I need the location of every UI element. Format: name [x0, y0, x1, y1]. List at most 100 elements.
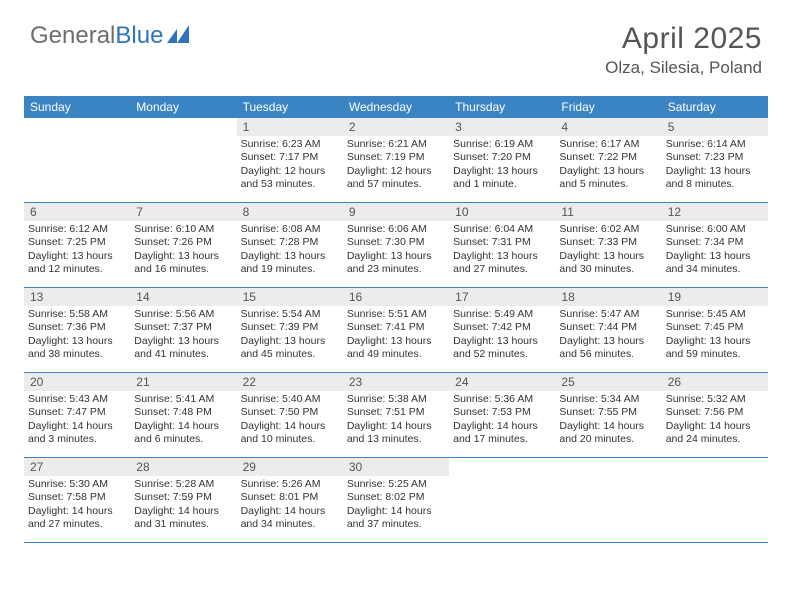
sunset-text: Sunset: 7:48 PM — [134, 406, 232, 419]
sunrise-text: Sunrise: 6:00 AM — [666, 223, 764, 236]
brand-blue: Blue — [115, 22, 163, 49]
day-details: Sunrise: 6:19 AMSunset: 7:20 PMDaylight:… — [449, 136, 555, 194]
day-details: Sunrise: 6:17 AMSunset: 7:22 PMDaylight:… — [555, 136, 661, 194]
sunrise-text: Sunrise: 6:14 AM — [666, 138, 764, 151]
calendar-cell: 24Sunrise: 5:36 AMSunset: 7:53 PMDayligh… — [449, 373, 555, 457]
day-number: 17 — [449, 288, 555, 306]
calendar-cell — [130, 118, 236, 202]
sunset-text: Sunset: 7:28 PM — [241, 236, 339, 249]
sunrise-text: Sunrise: 5:28 AM — [134, 478, 232, 491]
day-number: 25 — [555, 373, 661, 391]
calendar-cell — [449, 458, 555, 542]
sunrise-text: Sunrise: 6:02 AM — [559, 223, 657, 236]
weekday-header: Monday — [130, 96, 236, 118]
day-details: Sunrise: 5:30 AMSunset: 7:58 PMDaylight:… — [24, 476, 130, 534]
daylight-text: Daylight: 13 hours and 45 minutes. — [241, 335, 339, 362]
sunrise-text: Sunrise: 6:17 AM — [559, 138, 657, 151]
day-number: 15 — [237, 288, 343, 306]
sunrise-text: Sunrise: 5:25 AM — [347, 478, 445, 491]
weekday-header: Sunday — [24, 96, 130, 118]
sunrise-text: Sunrise: 5:43 AM — [28, 393, 126, 406]
calendar-cell: 16Sunrise: 5:51 AMSunset: 7:41 PMDayligh… — [343, 288, 449, 372]
page-header: GeneralBlue April 2025 Olza, Silesia, Po… — [0, 0, 792, 88]
calendar-cell: 12Sunrise: 6:00 AMSunset: 7:34 PMDayligh… — [662, 203, 768, 287]
daylight-text: Daylight: 13 hours and 16 minutes. — [134, 250, 232, 277]
day-details: Sunrise: 6:02 AMSunset: 7:33 PMDaylight:… — [555, 221, 661, 279]
calendar-week: 13Sunrise: 5:58 AMSunset: 7:36 PMDayligh… — [24, 288, 768, 373]
day-details: Sunrise: 6:04 AMSunset: 7:31 PMDaylight:… — [449, 221, 555, 279]
day-details: Sunrise: 6:12 AMSunset: 7:25 PMDaylight:… — [24, 221, 130, 279]
sunrise-text: Sunrise: 5:49 AM — [453, 308, 551, 321]
day-details: Sunrise: 5:38 AMSunset: 7:51 PMDaylight:… — [343, 391, 449, 449]
day-details: Sunrise: 5:47 AMSunset: 7:44 PMDaylight:… — [555, 306, 661, 364]
sunrise-text: Sunrise: 6:23 AM — [241, 138, 339, 151]
sunset-text: Sunset: 7:53 PM — [453, 406, 551, 419]
day-details: Sunrise: 5:40 AMSunset: 7:50 PMDaylight:… — [237, 391, 343, 449]
day-details: Sunrise: 5:36 AMSunset: 7:53 PMDaylight:… — [449, 391, 555, 449]
sunset-text: Sunset: 7:56 PM — [666, 406, 764, 419]
sunrise-text: Sunrise: 5:34 AM — [559, 393, 657, 406]
calendar-cell: 11Sunrise: 6:02 AMSunset: 7:33 PMDayligh… — [555, 203, 661, 287]
sunrise-text: Sunrise: 5:45 AM — [666, 308, 764, 321]
weekday-header: Tuesday — [237, 96, 343, 118]
sunrise-text: Sunrise: 5:32 AM — [666, 393, 764, 406]
day-number: 24 — [449, 373, 555, 391]
calendar-cell: 20Sunrise: 5:43 AMSunset: 7:47 PMDayligh… — [24, 373, 130, 457]
sunset-text: Sunset: 7:59 PM — [134, 491, 232, 504]
sunrise-text: Sunrise: 5:30 AM — [28, 478, 126, 491]
day-number: 4 — [555, 118, 661, 136]
calendar-cell: 22Sunrise: 5:40 AMSunset: 7:50 PMDayligh… — [237, 373, 343, 457]
daylight-text: Daylight: 13 hours and 5 minutes. — [559, 165, 657, 192]
day-number: 8 — [237, 203, 343, 221]
sunset-text: Sunset: 7:30 PM — [347, 236, 445, 249]
calendar-cell: 1Sunrise: 6:23 AMSunset: 7:17 PMDaylight… — [237, 118, 343, 202]
sunset-text: Sunset: 7:26 PM — [134, 236, 232, 249]
calendar-cell: 4Sunrise: 6:17 AMSunset: 7:22 PMDaylight… — [555, 118, 661, 202]
sunset-text: Sunset: 7:44 PM — [559, 321, 657, 334]
sunrise-text: Sunrise: 5:41 AM — [134, 393, 232, 406]
calendar-cell: 13Sunrise: 5:58 AMSunset: 7:36 PMDayligh… — [24, 288, 130, 372]
calendar-week: 20Sunrise: 5:43 AMSunset: 7:47 PMDayligh… — [24, 373, 768, 458]
sunset-text: Sunset: 7:34 PM — [666, 236, 764, 249]
daylight-text: Daylight: 13 hours and 12 minutes. — [28, 250, 126, 277]
day-details: Sunrise: 5:45 AMSunset: 7:45 PMDaylight:… — [662, 306, 768, 364]
month-title: April 2025 — [605, 22, 762, 56]
sunset-text: Sunset: 7:55 PM — [559, 406, 657, 419]
weekday-header: Thursday — [449, 96, 555, 118]
sunrise-text: Sunrise: 6:21 AM — [347, 138, 445, 151]
daylight-text: Daylight: 13 hours and 23 minutes. — [347, 250, 445, 277]
sunset-text: Sunset: 7:45 PM — [666, 321, 764, 334]
sunrise-text: Sunrise: 5:56 AM — [134, 308, 232, 321]
calendar-cell: 9Sunrise: 6:06 AMSunset: 7:30 PMDaylight… — [343, 203, 449, 287]
sunrise-text: Sunrise: 6:08 AM — [241, 223, 339, 236]
calendar-week: 27Sunrise: 5:30 AMSunset: 7:58 PMDayligh… — [24, 458, 768, 543]
sunrise-text: Sunrise: 5:40 AM — [241, 393, 339, 406]
calendar-cell: 10Sunrise: 6:04 AMSunset: 7:31 PMDayligh… — [449, 203, 555, 287]
day-number: 2 — [343, 118, 449, 136]
calendar-cell: 18Sunrise: 5:47 AMSunset: 7:44 PMDayligh… — [555, 288, 661, 372]
calendar-cell: 26Sunrise: 5:32 AMSunset: 7:56 PMDayligh… — [662, 373, 768, 457]
daylight-text: Daylight: 14 hours and 27 minutes. — [28, 505, 126, 532]
day-details: Sunrise: 5:32 AMSunset: 7:56 PMDaylight:… — [662, 391, 768, 449]
brand-logo: GeneralBlue — [30, 22, 193, 50]
sunrise-text: Sunrise: 5:47 AM — [559, 308, 657, 321]
day-details: Sunrise: 6:00 AMSunset: 7:34 PMDaylight:… — [662, 221, 768, 279]
day-details: Sunrise: 5:28 AMSunset: 7:59 PMDaylight:… — [130, 476, 236, 534]
day-details: Sunrise: 5:43 AMSunset: 7:47 PMDaylight:… — [24, 391, 130, 449]
day-number: 18 — [555, 288, 661, 306]
calendar-cell: 30Sunrise: 5:25 AMSunset: 8:02 PMDayligh… — [343, 458, 449, 542]
sunrise-text: Sunrise: 6:04 AM — [453, 223, 551, 236]
sunrise-text: Sunrise: 5:26 AM — [241, 478, 339, 491]
day-number: 6 — [24, 203, 130, 221]
sunrise-text: Sunrise: 6:10 AM — [134, 223, 232, 236]
sunset-text: Sunset: 8:01 PM — [241, 491, 339, 504]
day-number: 1 — [237, 118, 343, 136]
daylight-text: Daylight: 14 hours and 10 minutes. — [241, 420, 339, 447]
sunrise-text: Sunrise: 5:54 AM — [241, 308, 339, 321]
day-number: 20 — [24, 373, 130, 391]
day-details: Sunrise: 5:51 AMSunset: 7:41 PMDaylight:… — [343, 306, 449, 364]
calendar-week: 1Sunrise: 6:23 AMSunset: 7:17 PMDaylight… — [24, 118, 768, 203]
calendar-cell: 3Sunrise: 6:19 AMSunset: 7:20 PMDaylight… — [449, 118, 555, 202]
daylight-text: Daylight: 13 hours and 59 minutes. — [666, 335, 764, 362]
calendar-cell: 6Sunrise: 6:12 AMSunset: 7:25 PMDaylight… — [24, 203, 130, 287]
